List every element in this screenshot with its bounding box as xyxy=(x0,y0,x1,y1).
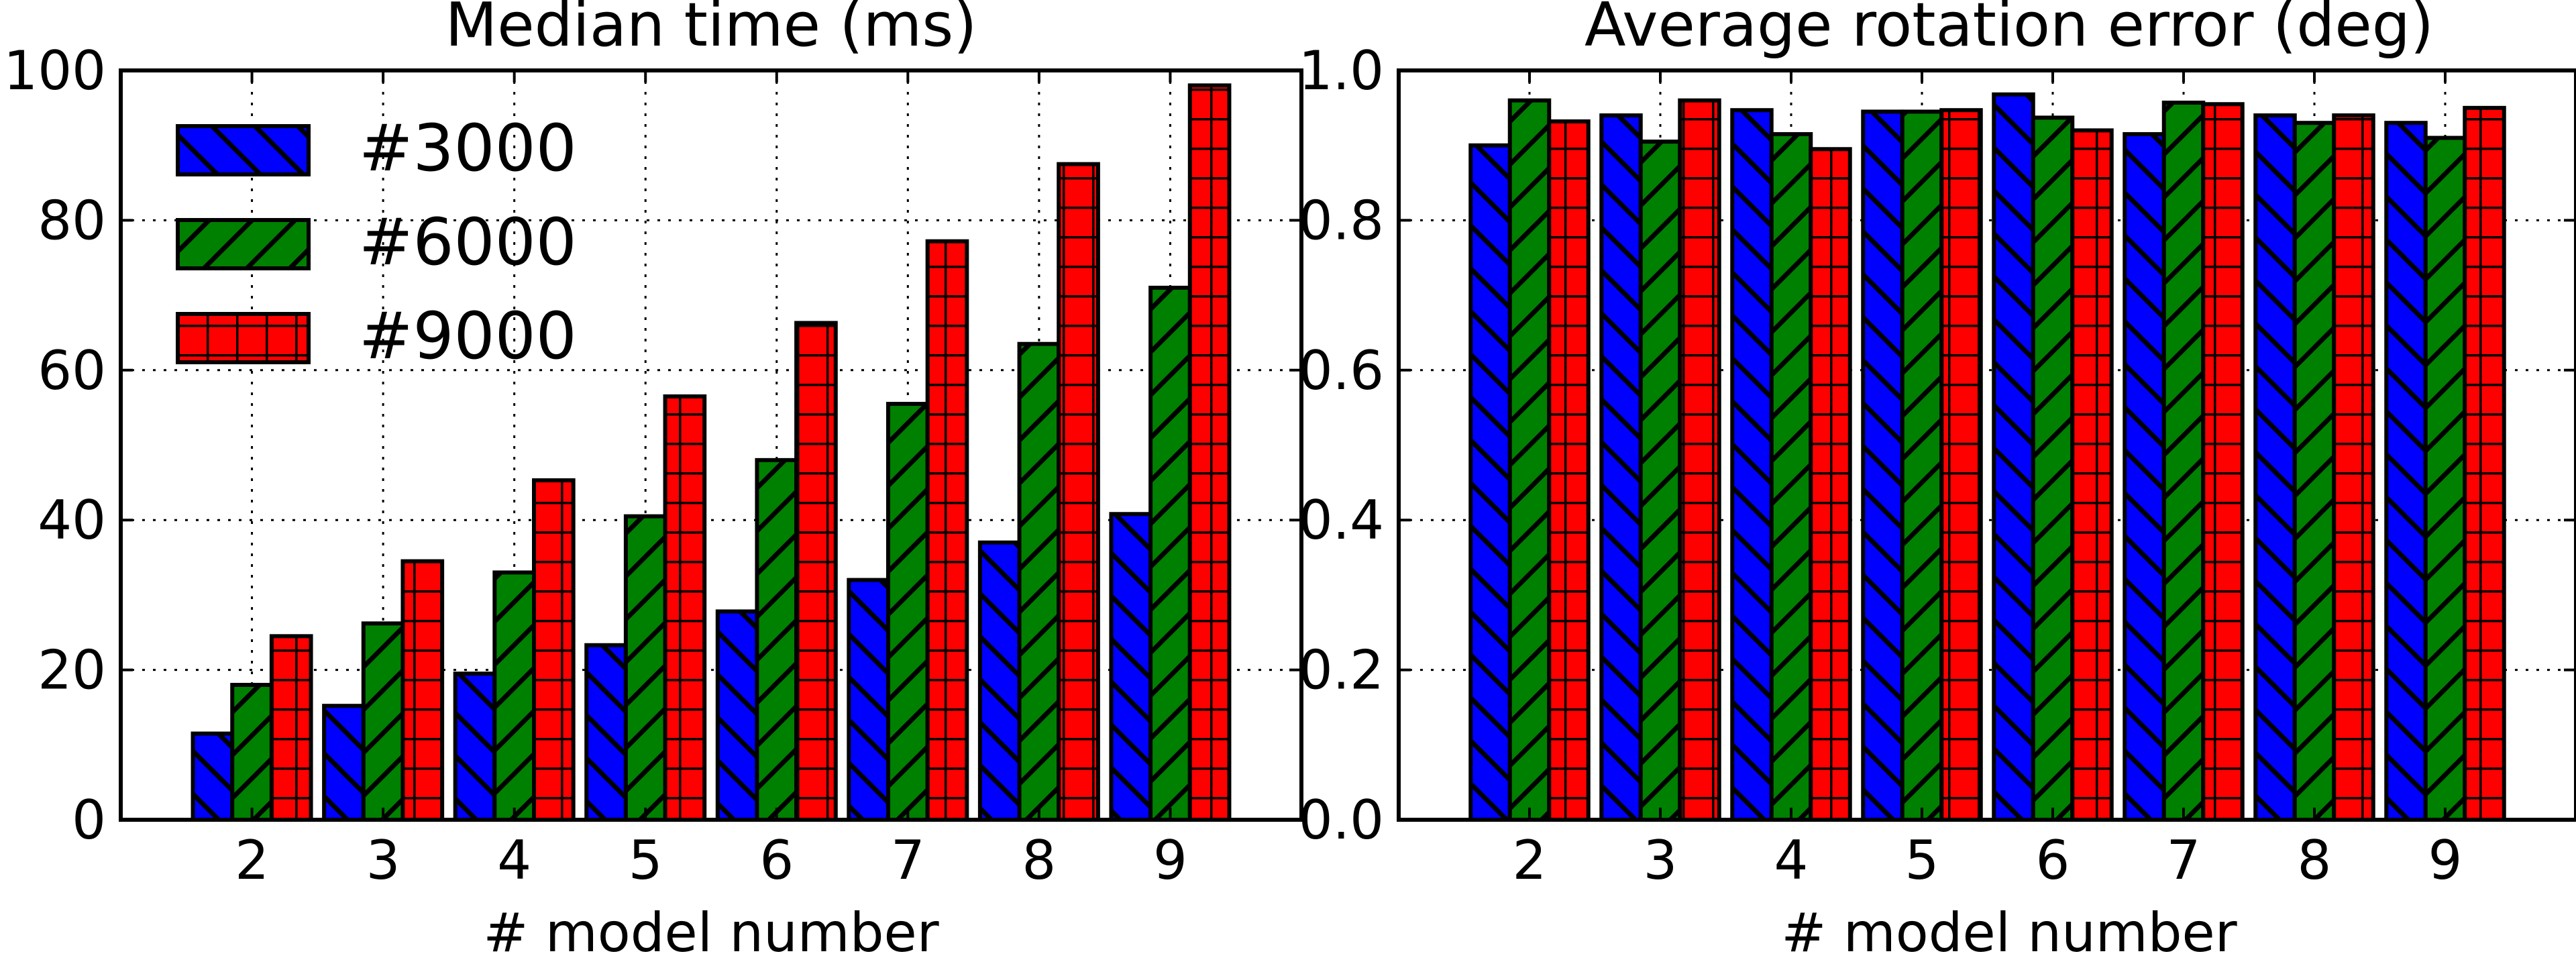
y-tick-label: 0.2 xyxy=(1299,639,1384,702)
bar-n9000 xyxy=(269,634,313,822)
bar-n3000 xyxy=(1599,113,1643,822)
bar-n3000 xyxy=(453,672,497,822)
legend-swatch xyxy=(176,124,311,176)
chart-title: Median time (ms) xyxy=(445,0,977,60)
bar-n9000 xyxy=(1678,98,1721,822)
bar-n3000 xyxy=(1468,143,1512,822)
x-tick-label: 4 xyxy=(497,829,531,892)
x-tick-label: 2 xyxy=(235,829,269,892)
bar-n9000 xyxy=(1057,162,1100,822)
bar-n3000 xyxy=(322,704,366,822)
bar-n3000 xyxy=(2384,121,2428,822)
x-tick-label: 4 xyxy=(1774,829,1809,892)
bar-n9000 xyxy=(663,394,707,822)
y-tick-label: 0 xyxy=(72,789,106,851)
rotation-error-chart: Average rotation error (deg) # model num… xyxy=(1299,0,2576,964)
bar-n6000 xyxy=(1148,285,1192,822)
bar-n6000 xyxy=(492,570,536,822)
bar-n9000 xyxy=(400,559,445,822)
bar-n3000 xyxy=(191,731,235,822)
bar-n6000 xyxy=(230,682,274,822)
bar-n3000 xyxy=(1109,512,1153,822)
bar-n9000 xyxy=(532,478,576,822)
bar-n3000 xyxy=(847,578,891,822)
bar-n9000 xyxy=(1547,119,1591,822)
x-tick-label: 2 xyxy=(1513,829,1547,892)
x-tick-label: 5 xyxy=(1905,829,1939,892)
y-tick-label: 1.0 xyxy=(1299,40,1384,102)
bar-n6000 xyxy=(623,514,667,822)
bar-n9000 xyxy=(2201,102,2245,822)
bar-n9000 xyxy=(2463,105,2506,822)
legend-swatch xyxy=(176,218,311,270)
bar-n6000 xyxy=(1769,131,1813,822)
bar-n6000 xyxy=(886,402,930,822)
bar-n6000 xyxy=(1900,109,1944,822)
bar-n3000 xyxy=(1861,109,1904,822)
y-tick-label: 100 xyxy=(3,40,106,102)
bar-n6000 xyxy=(361,621,405,822)
x-tick-label: 8 xyxy=(1022,829,1056,892)
bar-n6000 xyxy=(2161,101,2206,822)
axes-frame xyxy=(1397,68,2576,822)
x-tick-label: 9 xyxy=(1153,829,1187,892)
legend-label: #6000 xyxy=(359,205,577,280)
bar-n6000 xyxy=(2031,115,2075,822)
bar-n3000 xyxy=(977,540,1022,822)
x-tick-label: 6 xyxy=(2036,829,2070,892)
bar-n9000 xyxy=(794,321,838,822)
legend-swatch xyxy=(176,312,311,364)
legend: #3000 #6000 #9000 xyxy=(176,111,577,374)
x-tick-label: 3 xyxy=(1644,829,1678,892)
y-tick-label: 60 xyxy=(38,339,106,402)
bar-n9000 xyxy=(1809,147,1852,822)
x-axis-label: # model number xyxy=(1781,902,2237,964)
bar-n6000 xyxy=(2292,121,2337,822)
y-tick-label: 40 xyxy=(38,489,106,551)
x-tick-label: 7 xyxy=(891,829,925,892)
bar-n6000 xyxy=(2423,136,2467,822)
bar-n3000 xyxy=(715,609,759,822)
y-tick-label: 0.0 xyxy=(1299,789,1384,851)
bar-n6000 xyxy=(755,458,799,822)
bar-n3000 xyxy=(1730,108,1774,822)
x-tick-label: 6 xyxy=(759,829,794,892)
x-tick-label: 3 xyxy=(366,829,400,892)
legend-label: #3000 xyxy=(359,111,577,186)
axes-frame xyxy=(119,68,1303,822)
bar-n3000 xyxy=(1992,92,2035,822)
bar-n9000 xyxy=(1187,83,1232,822)
x-tick-label: 7 xyxy=(2167,829,2201,892)
bar-n9000 xyxy=(1939,108,1983,822)
x-tick-label: 5 xyxy=(629,829,663,892)
y-tick-label: 0.6 xyxy=(1299,339,1384,402)
bar-n3000 xyxy=(2253,113,2297,822)
x-axis-label: # model number xyxy=(483,902,938,964)
legend-label: #9000 xyxy=(359,299,577,374)
y-tick-label: 20 xyxy=(38,639,106,702)
bar-n3000 xyxy=(584,643,628,822)
y-tick-label: 0.4 xyxy=(1299,489,1384,551)
bar-n9000 xyxy=(2332,113,2375,822)
bar-n6000 xyxy=(1017,341,1061,822)
x-tick-label: 9 xyxy=(2428,829,2463,892)
plot-area: 0.0 0.2 0.4 0.6 0.8 1.0 2 3 4 5 6 7 8 9 xyxy=(1299,40,2576,892)
bar-n6000 xyxy=(1507,98,1552,822)
y-tick-label: 80 xyxy=(38,189,106,252)
plot-area: 0 20 40 60 80 100 2 3 4 5 6 7 8 9 xyxy=(3,40,1303,892)
chart-title: Average rotation error (deg) xyxy=(1585,0,2434,60)
bar-n6000 xyxy=(1638,140,1682,822)
x-tick-label: 8 xyxy=(2298,829,2332,892)
median-time-chart: Median time (ms) # model number 0 20 40 60 8… xyxy=(3,0,1303,964)
bar-n3000 xyxy=(2123,131,2166,822)
y-tick-label: 0.8 xyxy=(1299,189,1384,252)
bar-n9000 xyxy=(925,239,969,822)
bar-n9000 xyxy=(2070,128,2114,822)
